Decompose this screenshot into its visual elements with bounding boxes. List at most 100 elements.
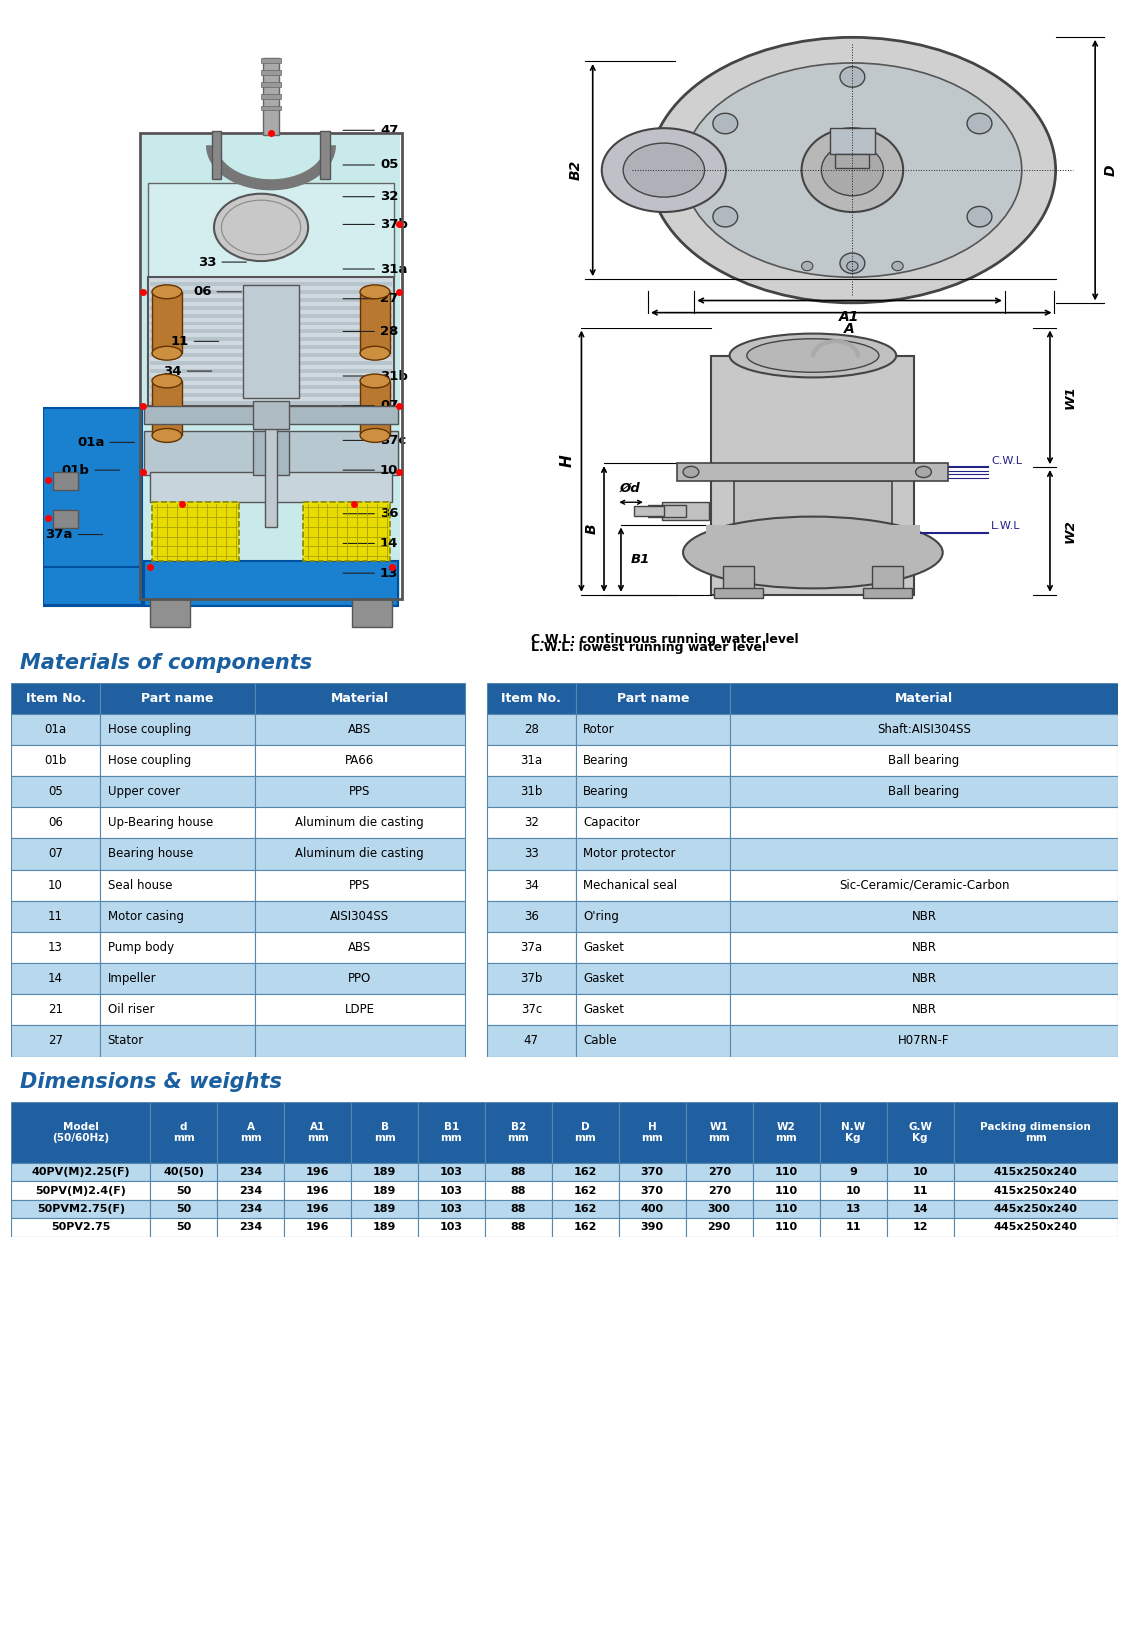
Bar [255, 1025, 465, 1057]
Text: 88: 88 [510, 1204, 526, 1214]
Text: Part name: Part name [141, 691, 213, 704]
Bar [217, 1181, 285, 1199]
Bar [954, 1219, 1118, 1237]
Bar [99, 776, 255, 808]
Text: 10: 10 [49, 878, 63, 891]
Bar [150, 298, 392, 301]
Text: 445x250x240: 445x250x240 [994, 1204, 1077, 1214]
Bar [552, 1199, 619, 1219]
Text: 234: 234 [239, 1186, 262, 1196]
Text: B2: B2 [569, 161, 583, 180]
Bar [150, 1102, 217, 1163]
Text: 47: 47 [343, 124, 399, 138]
Text: Bearing: Bearing [584, 753, 629, 767]
Text: 06: 06 [193, 285, 242, 298]
Text: B1: B1 [631, 554, 650, 567]
Bar [753, 1163, 820, 1181]
Text: 32: 32 [524, 816, 539, 829]
Bar [150, 393, 392, 396]
Bar [714, 588, 763, 598]
Bar [576, 1025, 730, 1057]
Text: 07: 07 [49, 847, 63, 860]
Bar [418, 1102, 485, 1163]
Bar [255, 776, 465, 808]
Bar [418, 1163, 485, 1181]
Text: Shaft:AISI304SS: Shaft:AISI304SS [877, 722, 971, 735]
Text: Gasket: Gasket [584, 940, 624, 953]
Bar [263, 57, 279, 136]
Bar [303, 501, 390, 562]
Text: 28: 28 [524, 722, 539, 735]
Ellipse shape [840, 67, 865, 87]
Ellipse shape [712, 113, 737, 134]
Text: Materials of components: Materials of components [20, 654, 313, 673]
Bar [11, 1163, 150, 1181]
Text: 37b: 37b [343, 218, 408, 231]
Bar [685, 1181, 753, 1199]
Text: 189: 189 [373, 1222, 396, 1232]
Text: Sic-Ceramic/Ceramic-Carbon: Sic-Ceramic/Ceramic-Carbon [839, 878, 1009, 891]
Bar [99, 683, 255, 714]
Text: 103: 103 [440, 1222, 463, 1232]
Bar [487, 994, 576, 1025]
Bar [150, 321, 392, 326]
Bar [753, 1199, 820, 1219]
Text: 14: 14 [49, 971, 63, 984]
Text: 103: 103 [440, 1186, 463, 1196]
Text: 05: 05 [343, 159, 399, 172]
Text: 33: 33 [198, 256, 246, 269]
Text: Cable: Cable [584, 1035, 616, 1047]
Text: Mechanical seal: Mechanical seal [584, 878, 677, 891]
Bar [706, 524, 920, 572]
Text: 189: 189 [373, 1186, 396, 1196]
Text: Ball bearing: Ball bearing [889, 785, 960, 798]
Text: 300: 300 [708, 1204, 730, 1214]
Text: 196: 196 [306, 1166, 330, 1178]
Text: 88: 88 [510, 1166, 526, 1178]
Text: Rotor: Rotor [584, 722, 615, 735]
Text: 9: 9 [849, 1166, 857, 1178]
Text: 37c: 37c [343, 434, 406, 447]
Bar [351, 1102, 418, 1163]
Text: 28: 28 [343, 324, 399, 337]
Text: PPS: PPS [349, 785, 370, 798]
Bar [150, 1199, 217, 1219]
Bar [677, 464, 948, 480]
Bar [886, 1199, 954, 1219]
Bar [685, 1199, 753, 1219]
Text: Motor casing: Motor casing [107, 909, 184, 922]
Bar [99, 870, 255, 901]
Bar [730, 683, 1118, 714]
Text: 50: 50 [176, 1186, 191, 1196]
Text: ABS: ABS [348, 722, 371, 735]
Bar [150, 369, 392, 373]
Text: PPO: PPO [348, 971, 371, 984]
Text: H: H [559, 454, 575, 467]
Bar [255, 745, 465, 776]
Bar [820, 1163, 886, 1181]
Bar [418, 1199, 485, 1219]
Bar [150, 306, 392, 310]
Bar [576, 901, 730, 932]
Text: A: A [843, 323, 855, 336]
Bar [150, 360, 392, 365]
Bar [730, 745, 1118, 776]
Bar [576, 714, 730, 745]
Bar [53, 472, 78, 490]
Text: PA66: PA66 [345, 753, 375, 767]
Bar [753, 1219, 820, 1237]
Bar [820, 1219, 886, 1237]
Text: d
mm: d mm [173, 1122, 194, 1143]
Bar [487, 776, 576, 808]
Bar [11, 1219, 150, 1237]
Bar [619, 1181, 685, 1199]
Ellipse shape [602, 128, 726, 211]
Text: 110: 110 [774, 1166, 798, 1178]
Text: 110: 110 [774, 1222, 798, 1232]
Ellipse shape [623, 143, 704, 197]
Text: A1
mm: A1 mm [307, 1122, 329, 1143]
Bar [351, 1181, 418, 1199]
Text: Gasket: Gasket [584, 1002, 624, 1016]
Ellipse shape [802, 128, 903, 211]
Bar [285, 1199, 351, 1219]
